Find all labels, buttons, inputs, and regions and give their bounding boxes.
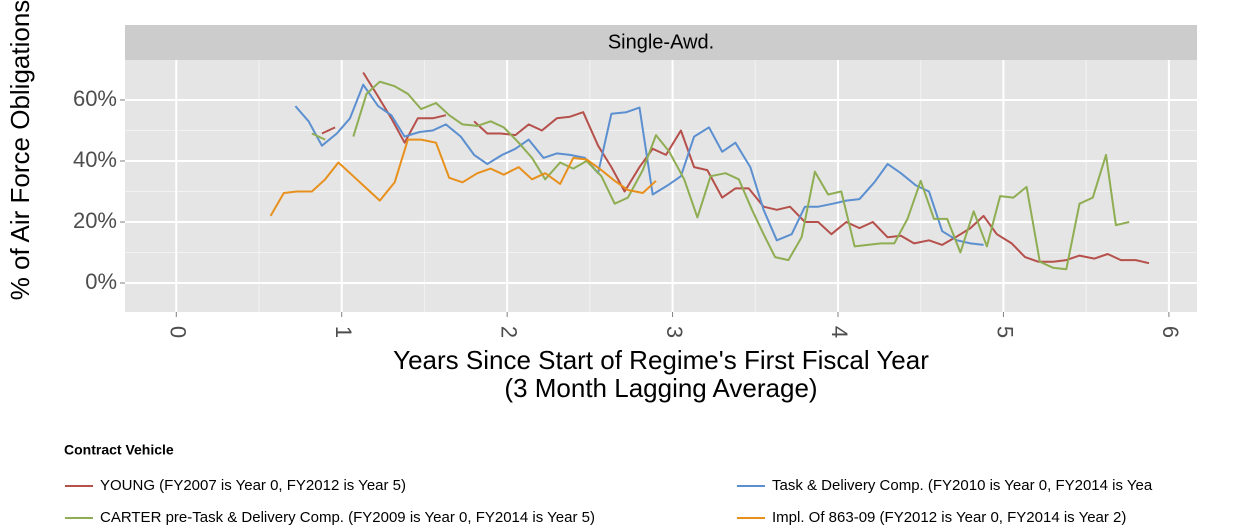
y-tick-label: 40% <box>73 147 117 172</box>
series-line <box>269 138 657 217</box>
legend-title: Contract Vehicle <box>64 442 174 458</box>
x-tick-label: 0 <box>165 326 190 338</box>
legend-label: YOUNG (FY2007 is Year 0, FY2012 is Year … <box>100 477 406 494</box>
plot-panel <box>125 60 1197 312</box>
facet-label: Single-Awd. <box>608 31 714 53</box>
y-tick-label: 0% <box>85 269 117 294</box>
y-axis-title: % of Air Force Obligations <box>5 0 35 300</box>
x-tick-label: 5 <box>993 326 1018 338</box>
x-tick-label: 4 <box>827 326 852 338</box>
x-axis-title: Years Since Start of Regime's First Fisc… <box>393 345 929 375</box>
legend-label: Task & Delivery Comp. (FY2010 is Year 0,… <box>772 477 1153 494</box>
y-tick-label: 20% <box>73 208 117 233</box>
series-line <box>294 83 984 246</box>
series-line <box>311 80 1130 271</box>
facet-strip <box>125 25 1197 60</box>
x-tick-label: 2 <box>496 326 521 338</box>
y-tick-label: 60% <box>73 86 117 111</box>
x-tick-label: 6 <box>1158 326 1183 338</box>
x-tick-label: 3 <box>662 326 687 338</box>
legend-label: CARTER pre-Task & Delivery Comp. (FY2009… <box>100 509 595 526</box>
legend-label: Impl. Of 863-09 (FY2012 is Year 0, FY201… <box>772 509 1126 526</box>
x-axis-subtitle: (3 Month Lagging Average) <box>504 373 817 403</box>
x-tick-label: 1 <box>331 326 356 338</box>
series-line <box>321 71 1150 265</box>
